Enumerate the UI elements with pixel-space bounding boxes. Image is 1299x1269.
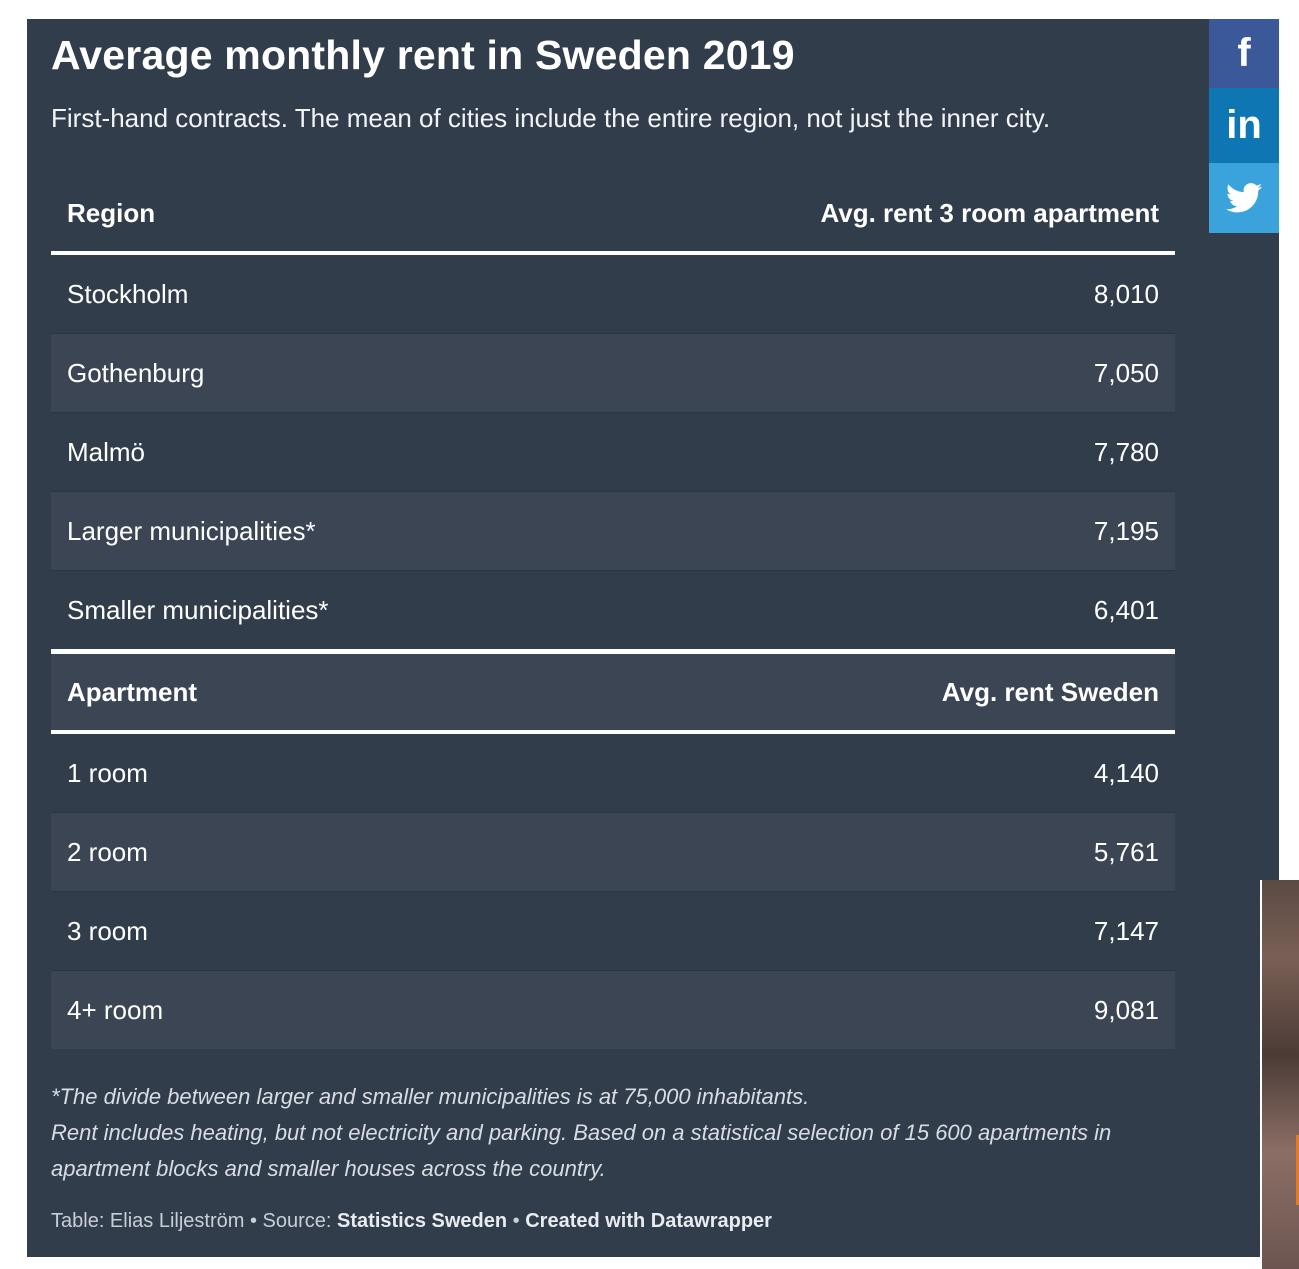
row-label: Larger municipalities* <box>51 491 548 571</box>
rent-table-body: Region Avg. rent 3 room apartment Stockh… <box>51 175 1175 1049</box>
row-label: 2 room <box>51 812 548 892</box>
row-label: Smaller municipalities* <box>51 570 548 654</box>
table-row: Stockholm 8,010 <box>51 252 1175 334</box>
row-value: 4,140 <box>547 731 1175 813</box>
table-row: Larger municipalities* 7,195 <box>51 491 1175 571</box>
table-row: Gothenburg 7,050 <box>51 333 1175 413</box>
row-value: 6,401 <box>547 570 1175 654</box>
footnotes: *The divide between larger and smaller m… <box>51 1079 1201 1187</box>
facebook-icon: f <box>1237 31 1251 75</box>
image-accent-bar <box>1296 1135 1299 1205</box>
twitter-icon <box>1226 183 1262 213</box>
column-header-avg-rent-3-room[interactable]: Avg. rent 3 room apartment <box>547 175 1175 255</box>
adjacent-article-image[interactable] <box>1260 880 1299 1269</box>
rent-table: Region Avg. rent 3 room apartment Stockh… <box>51 175 1175 1049</box>
table-row: Malmö 7,780 <box>51 412 1175 492</box>
row-value: 8,010 <box>547 252 1175 334</box>
table-row: 2 room 5,761 <box>51 812 1175 892</box>
table-row: Smaller municipalities* 6,401 <box>51 570 1175 654</box>
row-value: 5,761 <box>547 812 1175 892</box>
row-value: 7,050 <box>547 333 1175 413</box>
table-row: 1 room 4,140 <box>51 731 1175 813</box>
row-label: 1 room <box>51 731 548 813</box>
column-header-apartment[interactable]: Apartment <box>51 651 548 734</box>
credits-line: Table: Elias Liljeström • Source: Statis… <box>51 1210 772 1233</box>
datawrapper-table-card: Average monthly rent in Sweden 2019 Firs… <box>27 19 1279 1257</box>
footnote-rent-details: Rent includes heating, but not electrici… <box>51 1120 1112 1181</box>
column-header-region[interactable]: Region <box>51 175 548 255</box>
row-label: Malmö <box>51 412 548 492</box>
share-facebook-button[interactable]: f <box>1209 19 1279 88</box>
row-value: 7,195 <box>547 491 1175 571</box>
table-header-row: Region Avg. rent 3 room apartment <box>51 175 1175 255</box>
table-row: 3 room 7,147 <box>51 891 1175 971</box>
table-row: 4+ room 9,081 <box>51 970 1175 1049</box>
chart-subtitle: First-hand contracts. The mean of cities… <box>51 103 1051 133</box>
row-value: 7,147 <box>547 891 1175 971</box>
row-label: Gothenburg <box>51 333 548 413</box>
footnote-municipality-divide: *The divide between larger and smaller m… <box>51 1084 810 1109</box>
row-value: 9,081 <box>547 970 1175 1049</box>
credit-separator: • <box>244 1210 263 1232</box>
row-value: 7,780 <box>547 412 1175 492</box>
row-label: 4+ room <box>51 970 548 1049</box>
linkedin-icon: in <box>1226 103 1262 147</box>
credit-separator: • <box>507 1210 526 1232</box>
credit-source-label: Source: <box>262 1210 338 1232</box>
chart-title: Average monthly rent in Sweden 2019 <box>51 32 795 78</box>
credit-table-author: Table: Elias Liljeström <box>51 1210 245 1232</box>
share-twitter-button[interactable] <box>1209 163 1279 233</box>
column-header-avg-rent-sweden[interactable]: Avg. rent Sweden <box>547 651 1175 734</box>
credit-source-link[interactable]: Statistics Sweden <box>337 1210 508 1232</box>
credit-datawrapper-link[interactable]: Created with Datawrapper <box>525 1210 772 1232</box>
share-linkedin-button[interactable]: in <box>1209 88 1279 163</box>
row-label: 3 room <box>51 891 548 971</box>
row-label: Stockholm <box>51 252 548 334</box>
table-subheader-row: Apartment Avg. rent Sweden <box>51 651 1175 734</box>
